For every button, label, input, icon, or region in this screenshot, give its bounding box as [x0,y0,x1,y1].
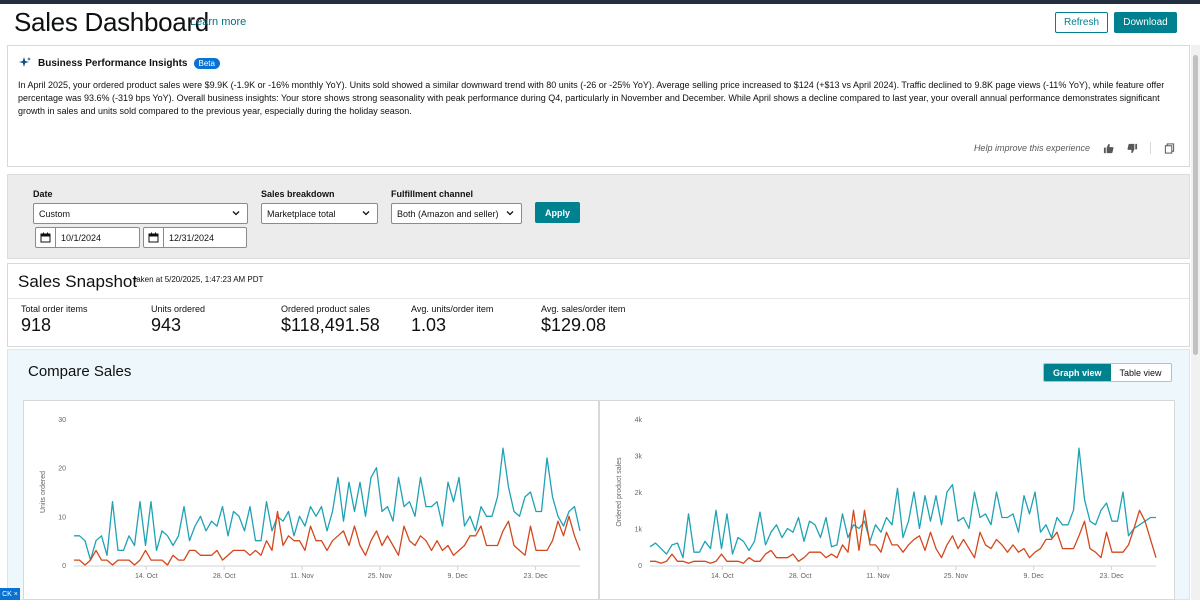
units-ordered-chart: 0 10 20 30 14. Oct 28. Oct 11. Nov 25. Nov 9. De… [23,400,599,600]
series-line-orange[interactable] [650,509,1157,564]
channel-label: Fulfillment channel [391,189,474,199]
sales-snapshot-panel: Sales Snapshot taken at 5/20/2025, 1:47:… [7,263,1190,347]
metric-label: Total order items [21,304,88,314]
metric-label: Ordered product sales [281,304,371,314]
x-tick-label: 25. Nov [368,573,393,580]
date-select-value: Custom [39,208,71,219]
x-tick-label: 23. Dec [523,573,548,580]
refresh-button[interactable]: Refresh [1055,12,1108,33]
table-view-button[interactable]: Table view [1119,367,1162,378]
x-tick-label: 9. Dec [448,573,469,580]
thumbs-down-icon[interactable] [1126,142,1138,154]
insights-title: Business Performance Insights [38,57,188,69]
feedback-tab[interactable]: CK × [0,588,20,600]
date-label: Date [33,189,53,199]
compare-sales-panel: Compare Sales Graph view Table view 0 10 2… [7,349,1190,600]
start-date-field[interactable]: 10/1/2024 [35,227,140,248]
ordered-product-sales-chart: 0 1k 2k 3k 4k 14. Oct 28. Oct 11. Nov 25. Nov 9. … [599,400,1175,600]
channel-select-value: Both (Amazon and seller) [397,208,499,219]
business-insights-panel: Business Performance Insights Beta In Ap… [7,45,1190,167]
metric-label: Units ordered [151,304,206,314]
insights-header: Business Performance Insights Beta [18,56,220,70]
metric-label: Avg. sales/order item [541,304,626,314]
feedback-bar: Help improve this experience [974,142,1175,154]
units-ordered-chart-svg: 0 10 20 30 14. Oct 28. Oct 11. Nov 25. Nov 9. De… [40,417,581,580]
thumbs-up-icon[interactable] [1102,142,1114,154]
x-tick-label: 14. Oct [135,573,158,580]
chevron-down-icon [506,211,514,216]
x-tick-label: 28. Oct [789,573,812,580]
breakdown-select-value: Marketplace total [267,208,336,219]
metric-total-order-items: Total order items 918 [21,304,88,336]
copy-icon[interactable] [1163,142,1175,154]
sparkle-icon [19,57,31,67]
x-tick-label: 11. Nov [290,573,314,580]
beta-badge: Beta [193,57,220,69]
y-axis-label: Ordered product sales [616,457,623,527]
calendar-icon[interactable] [36,228,56,247]
metric-value: $118,491.58 [281,315,380,335]
x-tick-label: 23. Dec [1099,573,1124,580]
compare-title: Compare Sales [28,363,132,380]
metric-label: Avg. units/order item [411,304,494,314]
scrollbar-thumb[interactable] [1193,55,1198,355]
chevron-down-icon [362,211,370,216]
graph-view-button[interactable]: Graph view [1044,364,1111,381]
series-line-teal[interactable] [74,447,581,561]
end-date-field[interactable]: 12/31/2024 [143,227,247,248]
end-date-value: 12/31/2024 [169,232,215,243]
sales-breakdown-select[interactable]: Marketplace total [261,203,378,224]
metric-value: 918 [21,315,52,335]
page-header: Sales Dashboard Learn more Refresh Downl… [0,4,1190,42]
page-scrollbar[interactable] [1191,45,1200,600]
metric-units-ordered: Units ordered 943 [151,304,205,336]
metric-avg-units-per-order-item: Avg. units/order item 1.03 [411,304,493,336]
series-line-orange[interactable] [74,510,581,566]
ordered-product-sales-chart-svg: 0 1k 2k 3k 4k 14. Oct 28. Oct 11. Nov 25. Nov 9. … [616,417,1157,580]
y-tick-label: 2k [635,490,643,497]
x-tick-label: 14. Oct [711,573,734,580]
feedback-separator [1150,142,1151,154]
snapshot-timestamp: taken at 5/20/2025, 1:47:23 AM PDT [134,275,264,284]
calendar-icon[interactable] [144,228,164,247]
y-tick-label: 20 [58,466,66,473]
y-tick-label: 1k [635,527,643,534]
learn-more-link[interactable]: Learn more [190,16,247,28]
x-tick-label: 9. Dec [1024,573,1045,580]
page-title: Sales Dashboard [14,7,209,37]
y-axis-label: Units ordered [40,471,47,513]
y-tick-label: 0 [62,563,66,570]
date-select[interactable]: Custom [33,203,248,224]
fulfillment-channel-select[interactable]: Both (Amazon and seller) [391,203,522,224]
y-tick-label: 4k [635,417,643,424]
chevron-down-icon [232,211,240,216]
x-tick-label: 28. Oct [213,573,236,580]
insights-text: In April 2025, your ordered product sale… [18,80,1165,116]
view-toggle: Graph view Table view [1043,363,1172,382]
metric-value: 1.03 [411,315,447,335]
breakdown-label: Sales breakdown [261,189,335,199]
y-tick-label: 0 [638,563,642,570]
metric-value: 943 [151,315,182,335]
y-tick-label: 30 [58,417,66,424]
y-tick-label: 10 [58,514,66,521]
metric-value: $129.08 [541,315,607,335]
top-bar [0,0,1200,4]
start-date-value: 10/1/2024 [61,232,102,243]
snapshot-divider [8,298,1189,299]
download-button[interactable]: Download [1114,12,1177,33]
metric-avg-sales-per-order-item: Avg. sales/order item $129.08 [541,304,625,336]
apply-button[interactable]: Apply [535,202,580,223]
filters-panel: Date Custom 10/1/2024 12/31/2024 Sales b… [7,174,1190,259]
x-tick-label: 11. Nov [866,573,890,580]
y-tick-label: 3k [635,454,643,461]
snapshot-title: Sales Snapshot [18,272,138,291]
x-tick-label: 25. Nov [944,573,969,580]
metric-ordered-product-sales: Ordered product sales $118,491.58 [281,304,380,336]
series-line-teal[interactable] [649,447,1156,559]
feedback-prompt: Help improve this experience [973,143,1090,153]
